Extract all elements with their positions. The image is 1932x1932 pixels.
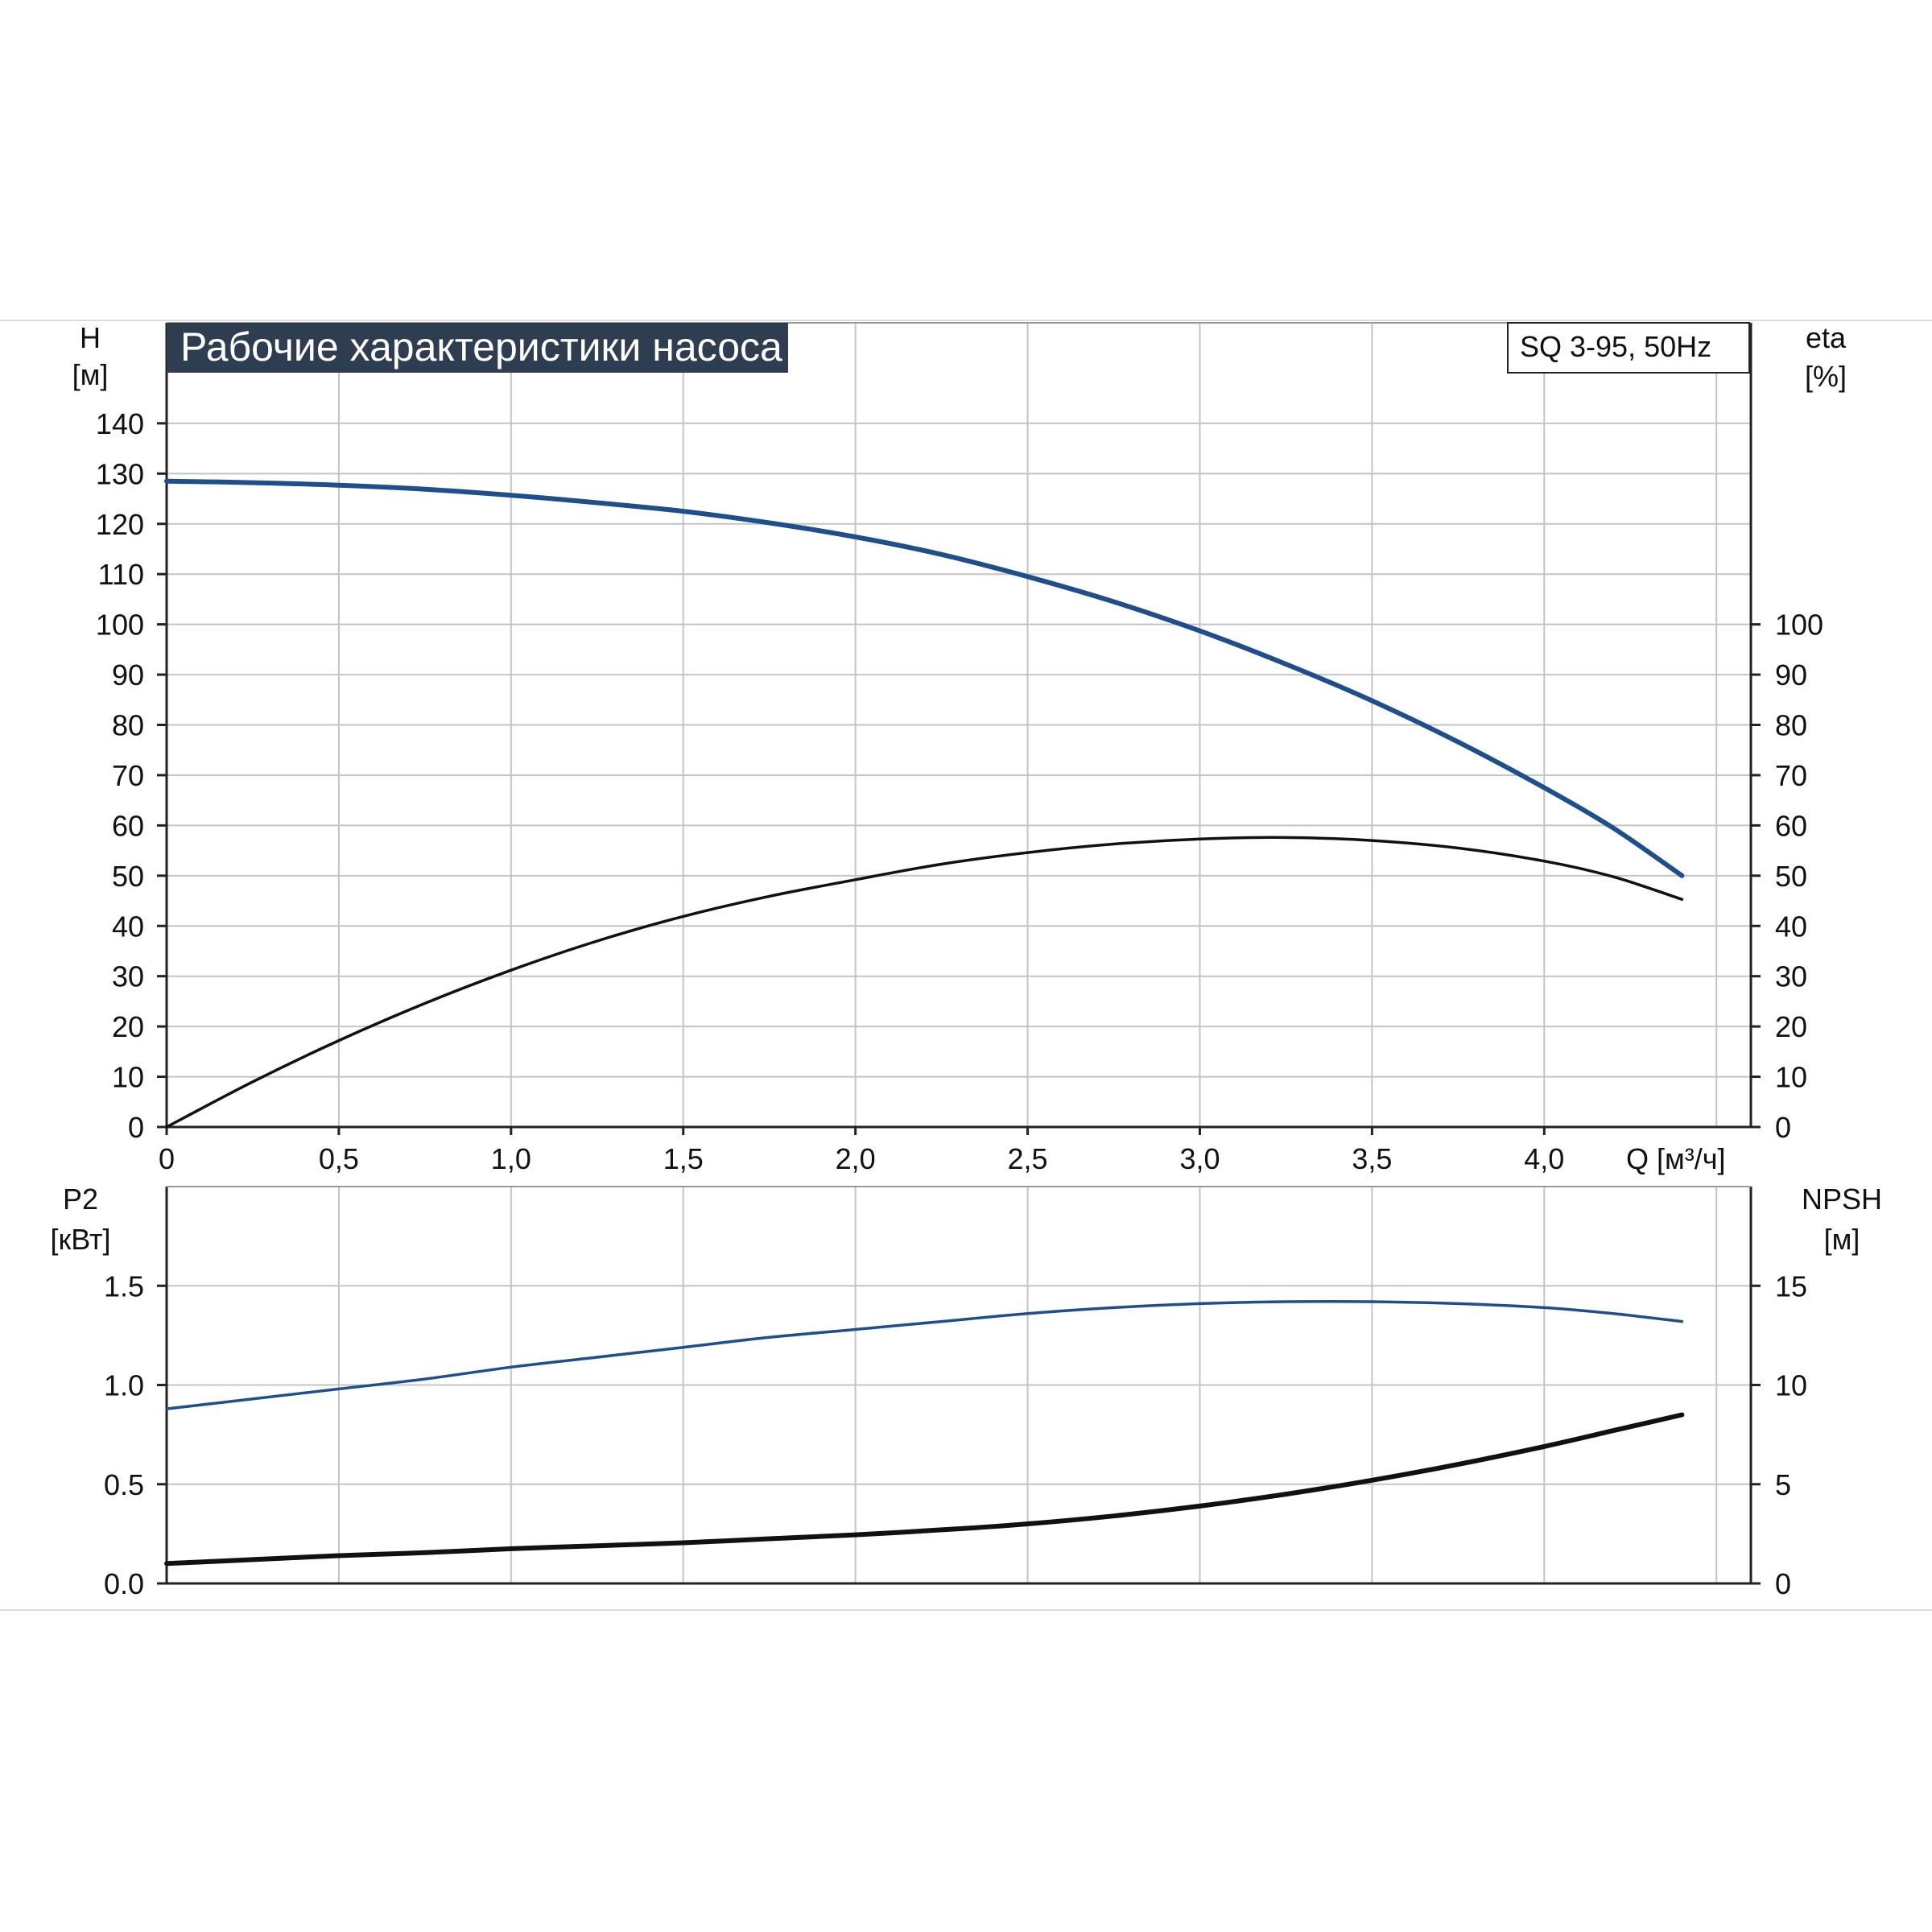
top-y-tick-label: 20 xyxy=(112,1010,144,1043)
top-y-tick-label: 80 xyxy=(112,709,144,742)
top-y2-tick-label: 80 xyxy=(1775,709,1807,742)
top-x-tick-label: 1,0 xyxy=(491,1142,531,1175)
top-y2-tick-label: 0 xyxy=(1775,1111,1791,1144)
bottom-y2-tick-label: 0 xyxy=(1775,1567,1791,1600)
h-axis-label: H xyxy=(80,321,101,354)
top-y-tick-label: 40 xyxy=(112,910,144,943)
npsh-axis-label: NPSH xyxy=(1802,1183,1882,1216)
bottom-series-1-line xyxy=(164,1412,1685,1567)
q-axis-label: Q [м³/ч] xyxy=(1626,1142,1726,1175)
bottom-y2-tick-label: 5 xyxy=(1775,1468,1791,1501)
top-y2-tick-label: 30 xyxy=(1775,960,1807,993)
bottom-y-tick-label: 1.0 xyxy=(104,1369,144,1402)
h-axis-unit: [м] xyxy=(72,358,109,391)
bottom-y2-tick-label: 15 xyxy=(1775,1269,1807,1302)
top-series-1-line xyxy=(165,836,1684,1129)
bottom-y-tick-label: 0.5 xyxy=(104,1468,144,1501)
npsh-axis-unit: [м] xyxy=(1824,1223,1860,1256)
top-y-tick-label: 130 xyxy=(96,457,144,490)
top-series-0-line xyxy=(164,478,1685,878)
top-x-tick-label: 1,5 xyxy=(663,1142,704,1175)
top-x-tick-label: 4,0 xyxy=(1524,1142,1564,1175)
top-y-tick-label: 70 xyxy=(112,759,144,792)
bottom-series-0-line xyxy=(165,1299,1684,1410)
top-y-tick-label: 110 xyxy=(98,558,144,591)
top-x-tick-label: 0 xyxy=(159,1142,175,1175)
top-y-tick-label: 10 xyxy=(112,1061,144,1094)
tick-labels: 0102030405060708090100110120130140010203… xyxy=(96,407,1823,1600)
top-y2-tick-label: 10 xyxy=(1775,1061,1807,1094)
bottom-grid xyxy=(165,1186,1752,1585)
top-y-tick-label: 140 xyxy=(96,407,144,440)
top-y2-tick-label: 50 xyxy=(1775,860,1807,893)
top-y-tick-label: 60 xyxy=(112,809,144,842)
top-y2-tick-label: 20 xyxy=(1775,1010,1807,1043)
top-x-tick-label: 3,5 xyxy=(1352,1142,1392,1175)
top-y2-tick-label: 100 xyxy=(1775,609,1823,642)
top-y-tick-label: 100 xyxy=(96,609,144,642)
top-y-tick-label: 90 xyxy=(112,658,144,691)
title-box xyxy=(167,323,788,373)
bottom-y2-tick-label: 10 xyxy=(1775,1369,1807,1402)
top-y2-tick-label: 90 xyxy=(1775,658,1807,691)
p2-axis-unit: [кВт] xyxy=(50,1223,110,1256)
top-x-tick-label: 2,0 xyxy=(836,1142,876,1175)
eta-axis-unit: [%] xyxy=(1805,360,1847,393)
top-y-tick-label: 0 xyxy=(128,1111,144,1144)
chart-title: Рабочие характеристики насоса xyxy=(180,324,782,369)
top-y2-tick-label: 40 xyxy=(1775,910,1807,943)
top-x-tick-label: 0,5 xyxy=(319,1142,359,1175)
series-lines xyxy=(164,478,1685,1567)
bottom-y-tick-label: 0.0 xyxy=(104,1567,144,1600)
bottom-y-tick-label: 1.5 xyxy=(104,1269,144,1302)
model-label: SQ 3-95, 50Hz xyxy=(1520,330,1711,363)
top-y2-tick-label: 60 xyxy=(1775,809,1807,842)
top-x-tick-label: 3,0 xyxy=(1179,1142,1220,1175)
eta-axis-label: eta xyxy=(1806,321,1847,354)
p2-axis-label: P2 xyxy=(63,1183,98,1216)
top-y2-tick-label: 70 xyxy=(1775,759,1807,792)
top-x-tick-label: 2,5 xyxy=(1008,1142,1048,1175)
top-grid xyxy=(165,322,1752,1129)
top-y-tick-label: 30 xyxy=(112,960,144,993)
model-box xyxy=(1507,322,1750,374)
top-y-tick-label: 50 xyxy=(112,860,144,893)
top-y-tick-label: 120 xyxy=(96,508,144,541)
